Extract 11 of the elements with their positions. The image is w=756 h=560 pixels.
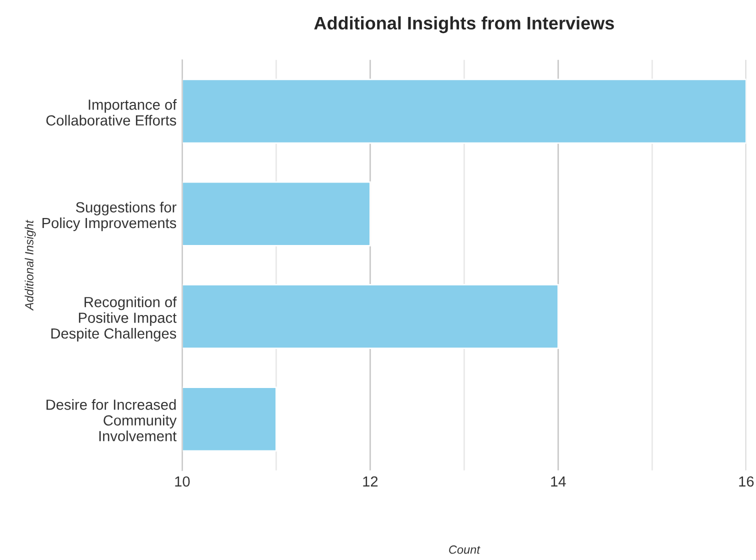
x-tick-label: 16 [739, 476, 754, 487]
x-axis-title: Count [449, 545, 480, 554]
x-tick-label: 10 [175, 476, 190, 487]
x-tick-label: 14 [551, 476, 566, 487]
y-axis-title: Additional Insight [24, 220, 36, 311]
y-tick-label: Importance of Collaborative Efforts [46, 99, 177, 126]
x-tick-label: 12 [363, 476, 378, 487]
y-tick-label: Recognition of Positive Impact Despite Challenges [51, 296, 177, 342]
y-tick-label: Suggestions for Policy Improvements [42, 202, 176, 232]
y-tick-label: Desire for Increased Community Involvement [46, 399, 177, 442]
chart-title: Additional Insights from Interviews [314, 16, 614, 34]
